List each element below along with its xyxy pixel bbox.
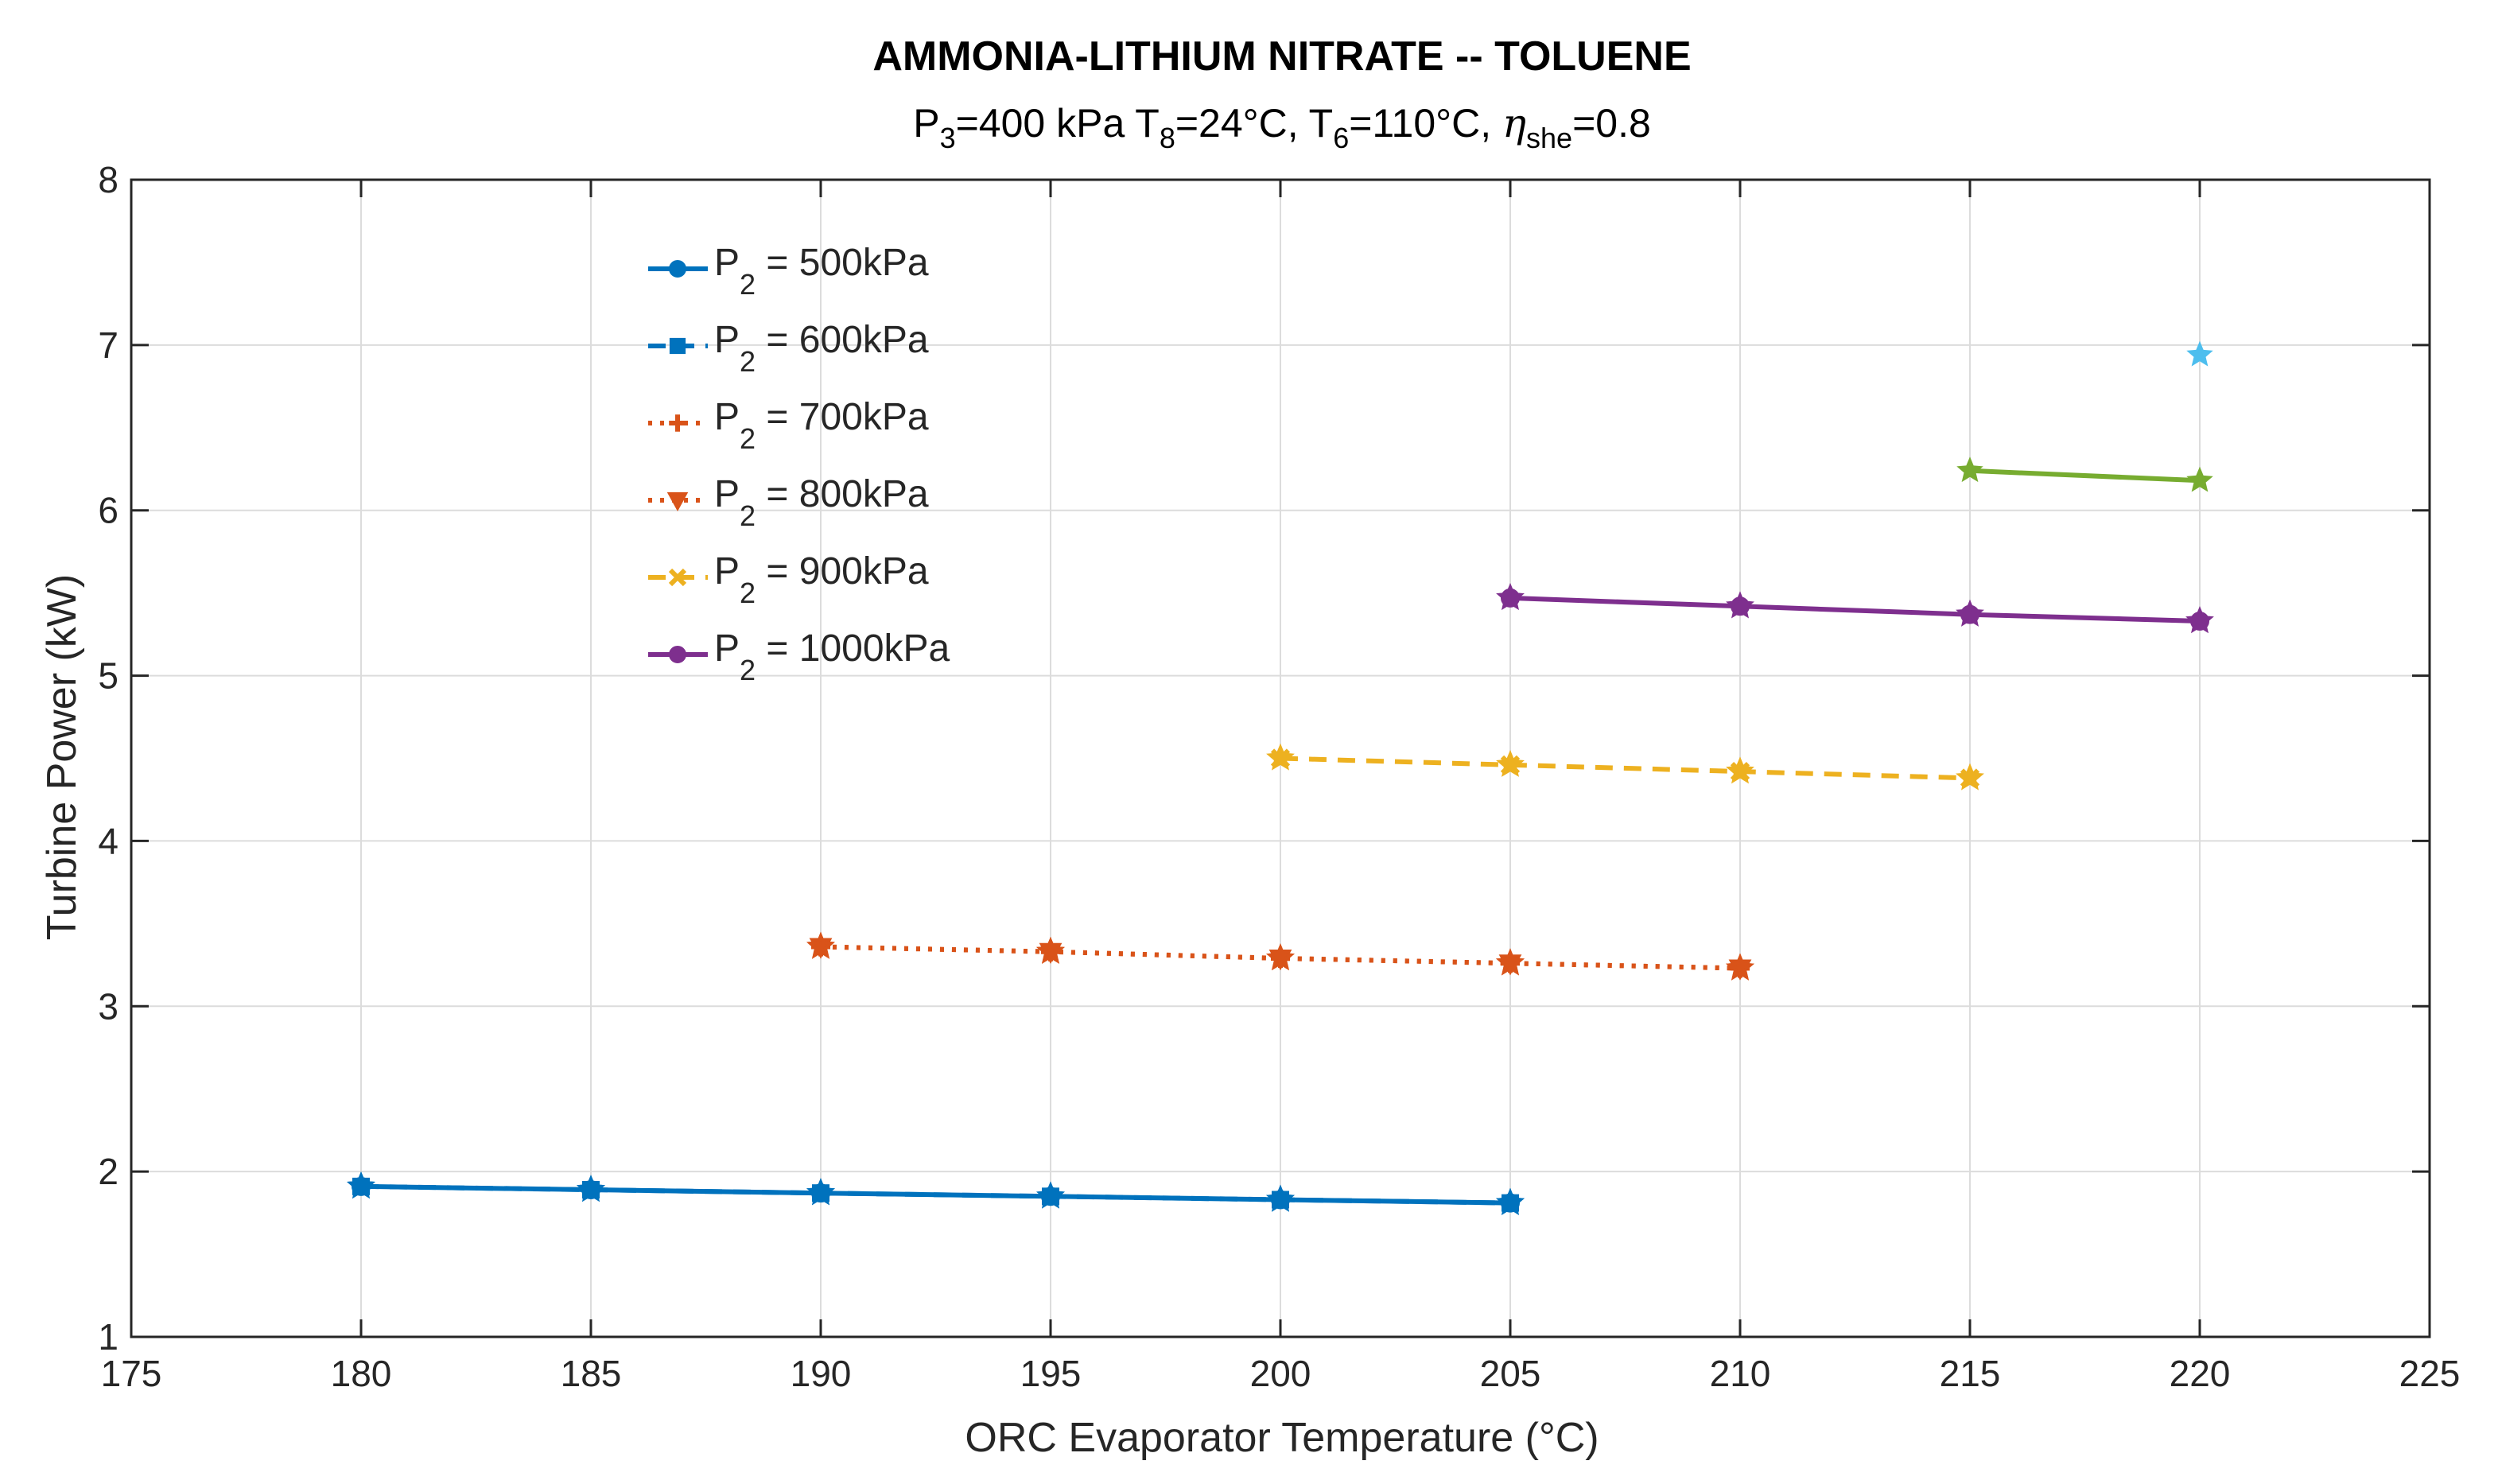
x-axis-label: ORC Evaporator Temperature (°C): [965, 1415, 1599, 1461]
grid: [131, 180, 2430, 1337]
data-marker: [1496, 750, 1525, 777]
subtitle-t8-label: T: [1135, 101, 1160, 146]
legend-label: P2 = 700kPa: [714, 396, 929, 455]
subtitle-p3-label: P: [913, 101, 939, 146]
x-tick-label: 210: [1710, 1353, 1771, 1394]
legend-entry: P2 = 900kPa: [648, 550, 929, 609]
data-marker: [1496, 582, 1525, 611]
legend-label: P2 = 500kPa: [714, 242, 929, 301]
data-marker: [1266, 743, 1295, 771]
data-marker: [1036, 936, 1065, 964]
y-tick-label: 4: [98, 820, 118, 861]
data-marker: [2185, 606, 2214, 634]
x-tick-label: 185: [561, 1353, 622, 1394]
subtitle-eta-value: =0.8: [1572, 101, 1651, 146]
data-marker: [1266, 943, 1295, 971]
x-tick-label: 195: [1020, 1353, 1082, 1394]
subtitle-t8-value: =24°C,: [1175, 101, 1299, 146]
data-marker: [1956, 456, 1983, 483]
data-marker: [806, 1178, 835, 1206]
series-2: [347, 1171, 1525, 1215]
data-marker: [1036, 1181, 1065, 1209]
data-marker: [347, 1171, 375, 1199]
x-tick-label: 200: [1250, 1353, 1311, 1394]
series-layer: [347, 340, 2214, 1215]
series-line: [1969, 468, 2201, 484]
data-marker: [806, 931, 835, 959]
x-tick-label: 175: [101, 1353, 162, 1394]
legend-label: P2 = 900kPa: [714, 550, 929, 609]
chart-subtitle: P3=400 kPa T8=24°C, T6=110°C, ηshe=0.8: [913, 100, 1651, 154]
data-marker: [1956, 763, 1984, 791]
data-marker: [1726, 953, 1754, 981]
subtitle-t6-sub: 6: [1333, 122, 1349, 154]
data-marker: [2186, 466, 2213, 492]
data-marker: [669, 260, 686, 278]
x-tick-label: 225: [2399, 1353, 2461, 1394]
series-4: [806, 931, 1754, 981]
x-tick-label: 205: [1480, 1353, 1541, 1394]
data-marker: [666, 491, 689, 512]
data-marker: [668, 568, 687, 587]
subtitle-p3-value: =400 kPa: [956, 101, 1125, 146]
legend: P2 = 500kPa P2 = 600kPa P2 = 700kPa P2 = 80…: [648, 242, 950, 686]
y-tick-label: 3: [98, 985, 118, 1027]
data-marker: [669, 646, 686, 663]
data-marker: [1726, 591, 1754, 619]
y-tick-label: 7: [98, 324, 118, 366]
y-tick-label: 6: [98, 490, 118, 531]
data-marker: [1956, 599, 1984, 627]
legend-entry: P2 = 600kPa: [648, 319, 929, 378]
subtitle-t6-value: =110°C,: [1349, 101, 1491, 146]
y-tick-label: 1: [98, 1316, 118, 1358]
legend-entry: P2 = 500kPa: [648, 242, 929, 301]
data-marker: [577, 1175, 605, 1202]
series-line: [1509, 595, 2201, 624]
data-marker: [1266, 1184, 1295, 1212]
data-marker: [1496, 948, 1525, 976]
legend-label: P2 = 800kPa: [714, 473, 929, 532]
subtitle-t8-sub: 8: [1160, 122, 1175, 154]
series-5: [1266, 743, 1984, 791]
legend-entry: P2 = 800kPa: [648, 473, 929, 532]
series-8: [2186, 340, 2213, 367]
legend-entry: P2 = 700kPa: [648, 396, 929, 455]
y-tick-label: 8: [98, 159, 118, 200]
subtitle-eta-label: η: [1502, 100, 1526, 146]
y-tick-label: 5: [98, 655, 118, 697]
subtitle-p3-sub: 3: [940, 122, 956, 154]
data-marker: [669, 414, 686, 432]
data-marker: [2186, 340, 2213, 367]
series-7: [1956, 456, 2213, 492]
x-tick-label: 190: [791, 1353, 852, 1394]
series-line: [820, 944, 1741, 971]
legend-label: P2 = 600kPa: [714, 319, 929, 378]
series-line: [1280, 756, 1971, 781]
series-line: [360, 1183, 1511, 1206]
subtitle-t6-label: T: [1309, 101, 1334, 146]
legend-label: P2 = 1000kPa: [714, 627, 950, 686]
x-tick-label: 215: [1940, 1353, 2001, 1394]
y-axis-label: Turbine Power (kW): [39, 574, 85, 940]
chart-title: AMMONIA-LITHIUM NITRATE -- TOLUENE: [872, 33, 1691, 80]
legend-entry: P2 = 1000kPa: [648, 627, 950, 686]
x-tick-label: 220: [2170, 1353, 2231, 1394]
series-6: [1496, 582, 2214, 634]
axes: 175 180 185 190 195 200 205 210 215 220 225 1 2 3 4 5 6 7…: [98, 159, 2460, 1394]
subtitle-eta-sub: she: [1526, 122, 1572, 154]
y-tick-label: 2: [98, 1151, 118, 1192]
data-marker: [1726, 756, 1754, 784]
data-marker: [669, 337, 686, 355]
data-marker: [1496, 1187, 1525, 1215]
x-tick-label: 180: [331, 1353, 392, 1394]
